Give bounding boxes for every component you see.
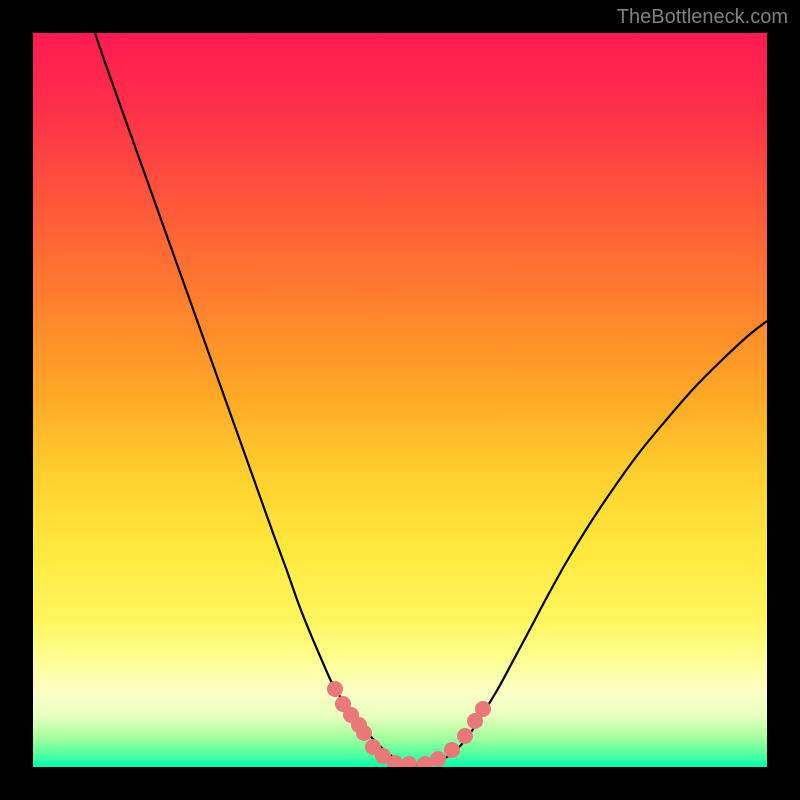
marker-point: [356, 725, 372, 741]
chart-svg: [33, 33, 767, 767]
chart-plot-area: [33, 33, 767, 767]
marker-point: [327, 681, 343, 697]
gradient-background: [33, 33, 767, 767]
marker-point: [475, 701, 491, 717]
watermark-text: TheBottleneck.com: [617, 6, 788, 29]
marker-point: [457, 728, 473, 744]
marker-point: [430, 751, 446, 767]
marker-point: [444, 742, 460, 758]
